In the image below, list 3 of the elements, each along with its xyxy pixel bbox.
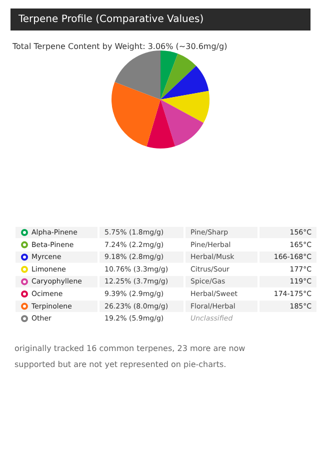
chart-title: Terpene Profile (Comparative Values) — [18, 14, 204, 25]
text: originally tracked 16 common terpenes, 23 more are now supported but are not yet represented on pie-charts. — [14, 344, 246, 369]
chart-subtitle: Total Terpene Content by Weight: 3.06% (~30.6mg/g) — [12, 42, 228, 51]
